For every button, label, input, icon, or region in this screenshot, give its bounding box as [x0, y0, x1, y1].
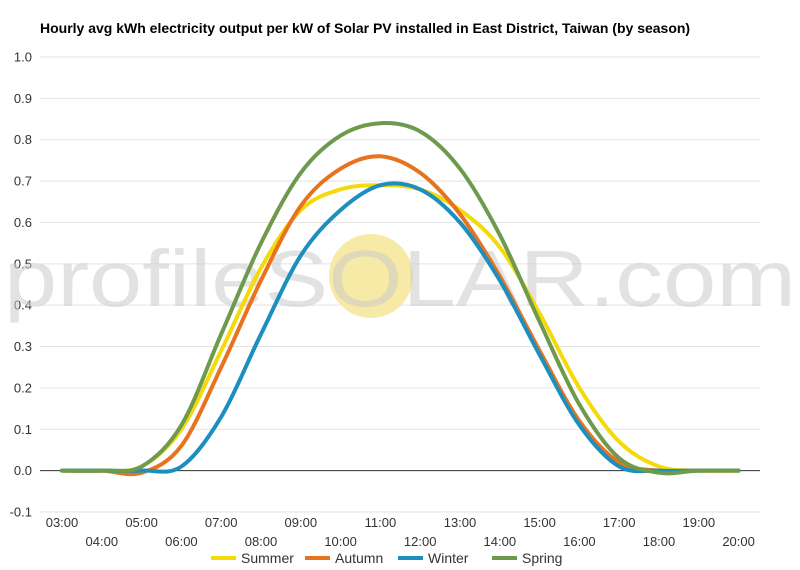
- y-tick-label: 0.1: [14, 422, 32, 437]
- y-tick-label: -0.1: [10, 505, 32, 520]
- x-tick-label: 09:00: [285, 515, 318, 530]
- y-tick-label: 0.4: [14, 298, 32, 313]
- y-tick-label: 0.5: [14, 256, 32, 271]
- series-lines: [60, 121, 741, 477]
- series-line-winter: [60, 181, 741, 474]
- x-tick-label: 11:00: [365, 515, 397, 530]
- watermark-sun-icon: [329, 234, 413, 318]
- y-tick-label: 0.3: [14, 339, 32, 354]
- chart-title: Hourly avg kWh electricity output per kW…: [40, 20, 690, 36]
- x-axis-ticks: 03:00 05:00 07:00 09:00 11:00 13:00 15:00 17:00…: [46, 515, 755, 549]
- x-tick-label: 17:00: [603, 515, 636, 530]
- x-tick-label: 08:00: [245, 534, 278, 549]
- legend-label-summer: Summer: [241, 550, 294, 566]
- legend-label-autumn: Autumn: [335, 550, 383, 566]
- y-tick-label: 0.7: [14, 174, 32, 189]
- legend: Summer Autumn Winter Spring: [211, 550, 562, 566]
- legend-label-winter: Winter: [428, 550, 469, 566]
- x-tick-label: 16:00: [563, 534, 596, 549]
- y-tick-label: 1.0: [14, 50, 32, 65]
- x-tick-label: 13:00: [444, 515, 477, 530]
- x-tick-label: 14:00: [484, 534, 517, 549]
- x-tick-label: 05:00: [125, 515, 158, 530]
- series-line-summer: [60, 183, 741, 473]
- x-tick-label: 06:00: [165, 534, 198, 549]
- x-tick-label: 04:00: [86, 534, 119, 549]
- watermark-text: profileSOLAR.com: [4, 234, 796, 323]
- x-tick-label: 10:00: [324, 534, 357, 549]
- x-tick-label: 20:00: [722, 534, 755, 549]
- y-tick-label: 0.2: [14, 380, 32, 395]
- x-tick-label: 18:00: [643, 534, 676, 549]
- x-tick-label: 15:00: [523, 515, 556, 530]
- x-tick-label: 19:00: [683, 515, 716, 530]
- series-line-autumn: [60, 154, 741, 477]
- x-tick-label: 12:00: [404, 534, 437, 549]
- y-axis-ticks: 1.0 0.9 0.8 0.7 0.6 0.5 0.4 0.3 0.2 0.1 0.0 -0.1: [10, 50, 32, 520]
- y-tick-label: 0.9: [14, 91, 32, 106]
- legend-label-spring: Spring: [522, 550, 562, 566]
- y-tick-label: 0.0: [14, 463, 32, 478]
- x-tick-label: 03:00: [46, 515, 79, 530]
- y-tick-label: 0.6: [14, 215, 32, 230]
- series-line-spring: [60, 121, 741, 476]
- watermark: profileSOLAR.com: [4, 234, 796, 323]
- y-tick-label: 0.8: [14, 132, 32, 147]
- x-tick-label: 07:00: [205, 515, 238, 530]
